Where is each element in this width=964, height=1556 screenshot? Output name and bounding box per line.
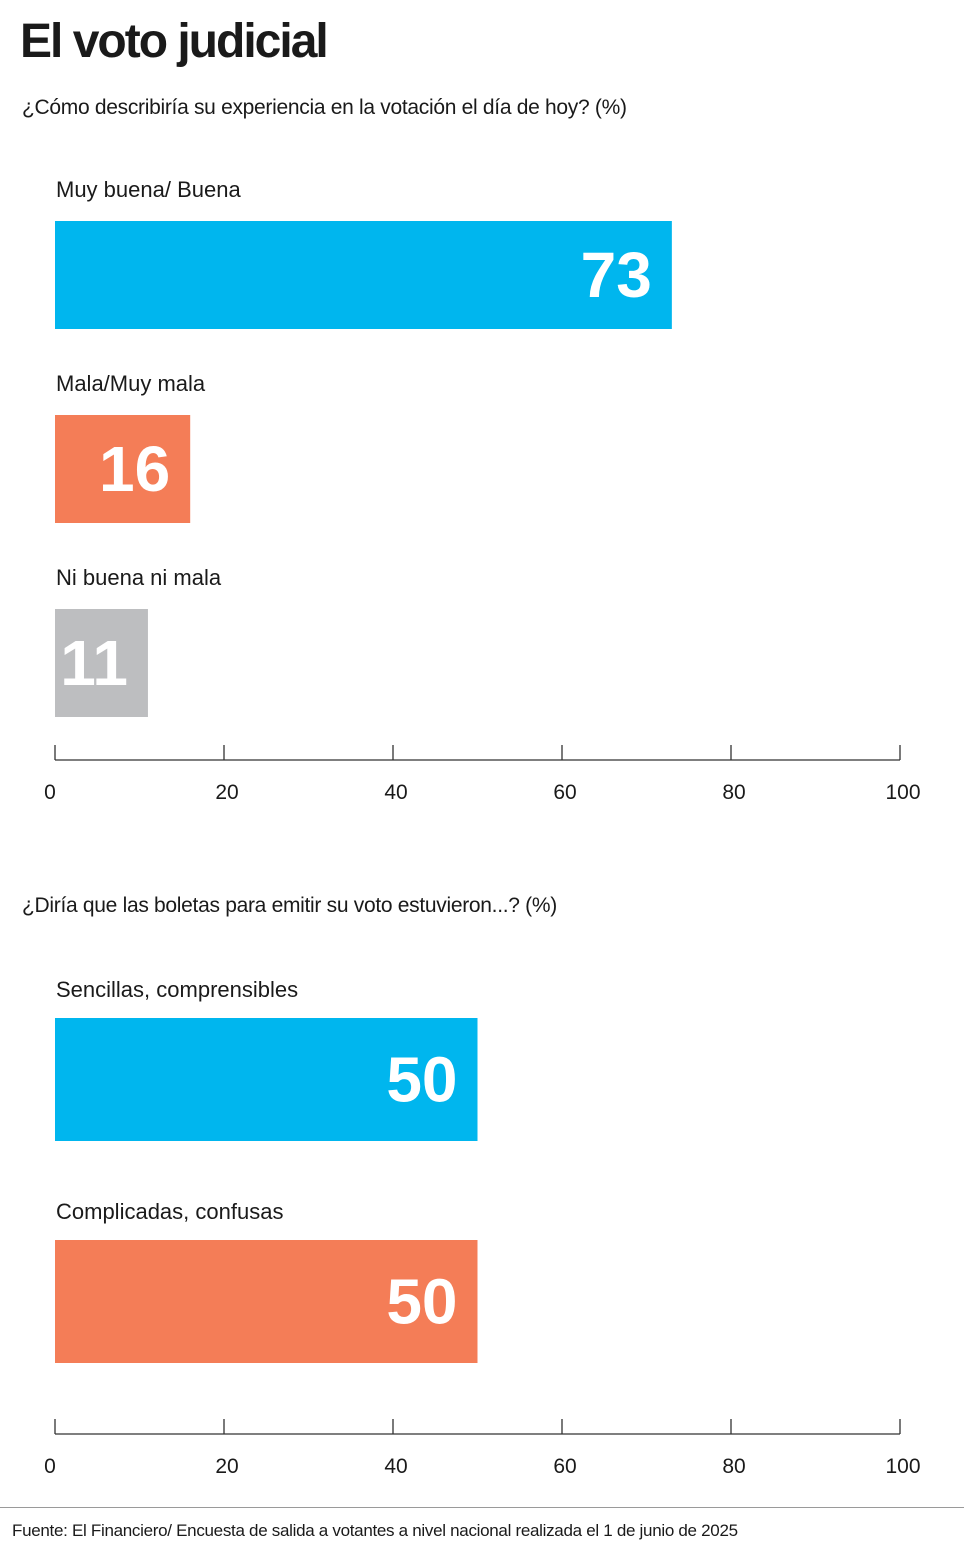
chart-2-category-label: Sencillas, comprensibles (56, 977, 298, 1002)
chart-2-x-tick-label: 40 (384, 1455, 407, 1478)
chart-1-x-tick-label: 80 (722, 781, 745, 804)
chart-2-x-tick-label: 80 (722, 1455, 745, 1478)
chart-1-title: ¿Cómo describiría su experiencia en la v… (22, 96, 627, 119)
chart-2-category-label: Complicadas, confusas (56, 1199, 283, 1224)
chart-2-svg: Sencillas, comprensibles 50 Complicadas, c… (44, 977, 920, 1478)
page-title: El voto judicial (20, 15, 329, 68)
chart-1-category-label: Muy buena/ Buena (56, 177, 241, 202)
footer-divider (0, 1507, 964, 1508)
chart-2-x-tick-label: 0 (44, 1455, 56, 1478)
chart-2-x-tick-label: 100 (885, 1455, 920, 1478)
chart-1-value-label: 73 (581, 239, 652, 311)
chart-1-category-label: Mala/Muy mala (56, 371, 206, 396)
chart-1-x-tick-label: 60 (553, 781, 576, 804)
chart-2-x-tick-label: 20 (215, 1455, 238, 1478)
chart-1-x-tick-label: 100 (885, 781, 920, 804)
chart-1-value-label: 16 (99, 433, 170, 505)
chart-1-category-label: Ni buena ni mala (56, 565, 222, 590)
chart-1-x-tick-label: 40 (384, 781, 407, 804)
chart-2-value-label: 50 (386, 1044, 457, 1116)
source-note: Fuente: El Financiero/ Encuesta de salid… (12, 1521, 738, 1540)
chart-1-bar (55, 415, 191, 523)
chart-1-value-label: 11 (60, 627, 128, 699)
chart-2-bar (55, 1240, 478, 1363)
chart-1-x-tick-label: 20 (215, 781, 238, 804)
chart-2-title: ¿Diría que las boletas para emitir su vo… (22, 894, 557, 917)
chart-2-bar (55, 1018, 478, 1141)
chart-1: Muy buena/ Buena 73 Mala/Muy mala 16 Ni buen… (0, 170, 964, 810)
chart-1-bar (55, 609, 148, 717)
chart-2: Sencillas, comprensibles 50 Complicadas, c… (0, 970, 964, 1490)
chart-1-svg: Muy buena/ Buena 73 Mala/Muy mala 16 Ni buen… (44, 177, 920, 804)
chart-1-x-tick-label: 0 (44, 781, 56, 804)
chart-2-x-tick-label: 60 (553, 1455, 576, 1478)
chart-2-value-label: 50 (386, 1266, 457, 1338)
chart-1-bar (55, 221, 672, 329)
